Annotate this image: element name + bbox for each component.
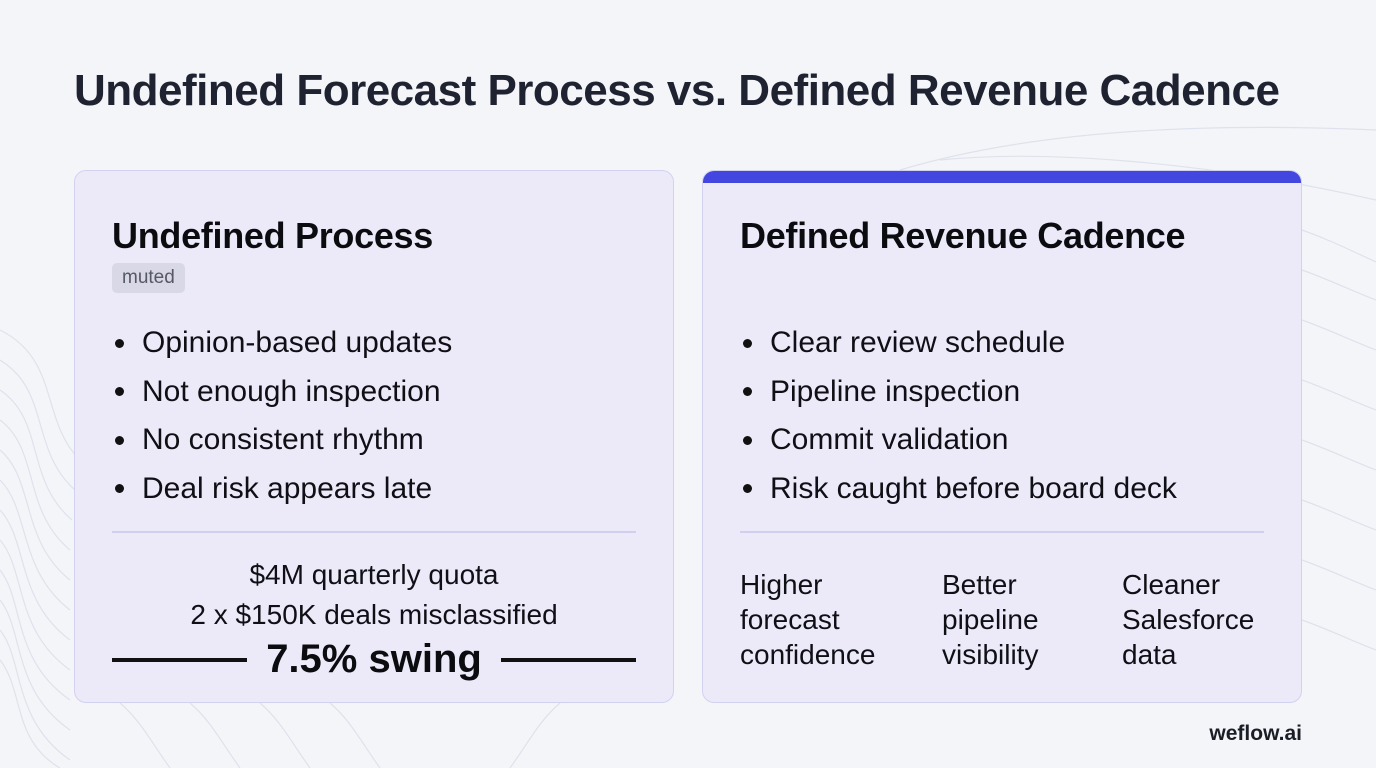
bullet-icon [743,435,752,445]
bullet-icon [115,338,124,348]
list-item: Deal risk appears late [112,465,452,514]
rule-left [112,657,247,662]
bullet-icon [115,387,124,397]
list-item: Commit validation [740,416,1177,465]
card-title: Undefined Process [112,215,433,256]
swing-row: 7.5% swing [112,637,636,682]
undefined-process-card: Undefined Process muted Opinion-based up… [74,170,674,703]
defined-cadence-card: Defined Revenue Cadence Clear review sch… [702,170,1302,703]
swing-value: 7.5% swing [266,637,482,681]
accent-bar [703,171,1301,183]
quota-text: $4M quarterly quota [249,559,499,590]
list-item: Risk caught before board deck [740,465,1177,514]
bullet-icon [743,484,752,494]
rule-right [501,657,636,662]
stats-block: $4M quarterly quota 2 x $150K deals misc… [75,555,673,635]
bullet-icon [743,387,752,397]
status-badge: muted [112,263,185,293]
list-item: Pipeline inspection [740,368,1177,417]
list-item: Not enough inspection [112,368,452,417]
bullet-icon [743,338,752,348]
bullet-list: Opinion-based updates Not enough inspect… [112,319,452,513]
brand-logo-text: weflow.ai [1209,722,1302,745]
list-item: No consistent rhythm [112,416,452,465]
bullet-icon [115,435,124,445]
page-title: Undefined Forecast Process vs. Defined R… [74,66,1280,115]
outcome-forecast-confidence: Higher forecast confidence [740,569,876,670]
card-title: Defined Revenue Cadence [740,215,1186,256]
divider [112,531,636,533]
outcomes-row: Higher forecast confidence Better pipeli… [740,567,1301,672]
bullet-list: Clear review schedule Pipeline inspectio… [740,319,1177,513]
list-item: Clear review schedule [740,319,1177,368]
list-item: Opinion-based updates [112,319,452,368]
outcome-salesforce-data: Cleaner Salesforce data [1122,569,1255,670]
divider [740,531,1264,533]
outcome-pipeline-visibility: Better pipeline visibility [942,569,1039,670]
bullet-icon [115,484,124,494]
misclassified-text: 2 x $150K deals misclassified [190,599,558,630]
